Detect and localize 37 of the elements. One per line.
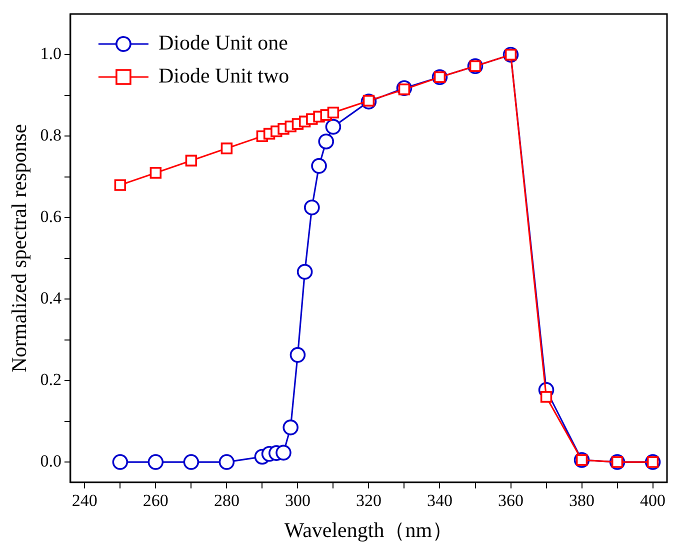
x-tick-label: 280 [214, 491, 240, 510]
y-tick-label: 0.8 [40, 126, 62, 145]
point [185, 154, 198, 166]
point [150, 167, 162, 179]
y-tick-label: 0.2 [40, 370, 62, 390]
x-tick-label: 240 [72, 491, 98, 510]
y-axis-title: Normalized spectral response [7, 124, 32, 372]
point [218, 454, 235, 470]
point [296, 264, 313, 280]
point [327, 106, 340, 118]
y-tick-label: 1.0 [40, 44, 62, 64]
point [311, 158, 327, 174]
point [325, 118, 342, 135]
point [220, 142, 233, 154]
point [112, 454, 128, 470]
x-tick-label: 260 [142, 491, 168, 510]
point [318, 134, 334, 150]
x-axis-title: Wavelength（nm） [284, 518, 454, 542]
legend-label: Diode Unit two [158, 64, 290, 88]
x-tick-label: 400 [640, 491, 666, 510]
x-tick-label: 380 [569, 491, 595, 510]
point [114, 179, 126, 191]
x-tick-label: 360 [498, 491, 524, 510]
point [290, 347, 306, 363]
x-tick-label: 300 [284, 491, 310, 510]
point [276, 444, 292, 461]
x-tick-label: 320 [356, 491, 382, 510]
y-tick-label: 0.0 [40, 452, 62, 471]
point [183, 454, 200, 470]
point [148, 454, 164, 470]
point [540, 391, 552, 403]
x-tick-label: 340 [426, 491, 452, 510]
point [304, 200, 320, 216]
legend-label: Diode Unit one [158, 30, 288, 55]
point [282, 420, 299, 436]
y-tick-label: 0.6 [40, 207, 62, 226]
y-tick-label: 0.4 [40, 288, 62, 308]
